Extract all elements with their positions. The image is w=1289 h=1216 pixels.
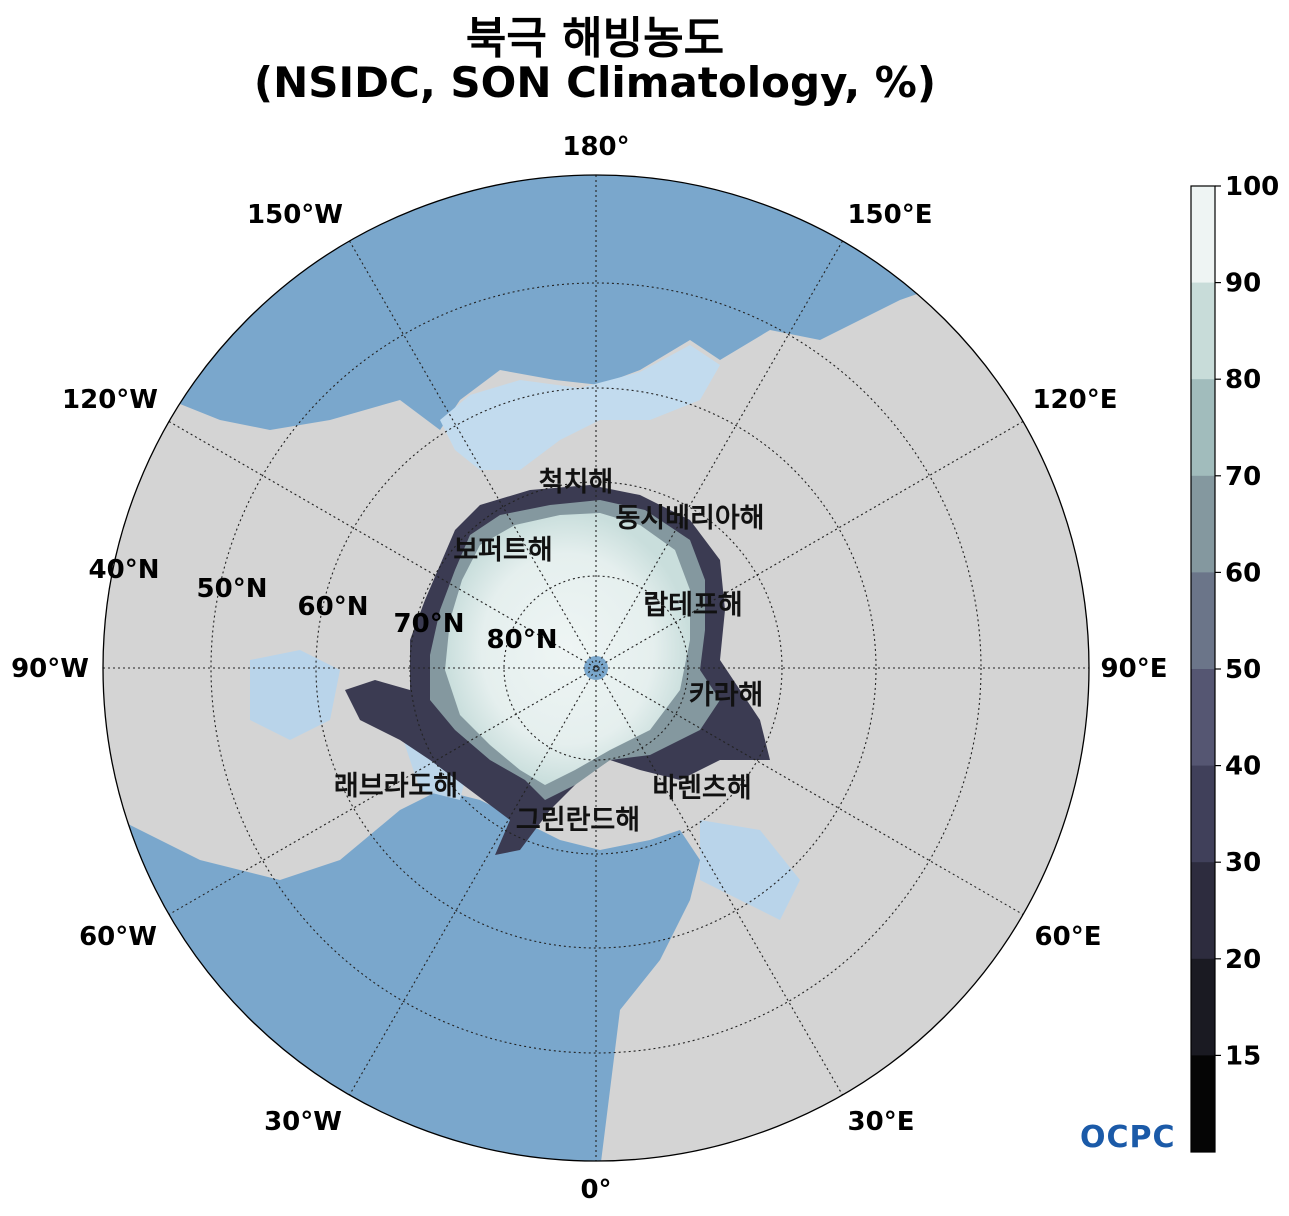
colorbar-tick-label: 30 (1225, 848, 1261, 878)
lon-label-180: 180° (562, 132, 629, 162)
colorbar-tick-label: 20 (1225, 945, 1261, 975)
colorbar-tick-label: 50 (1225, 655, 1261, 685)
sea-label-laptev: 랍테프해 (643, 590, 742, 621)
colorbar-tick-label: 70 (1225, 462, 1261, 492)
colorbar: 100 90 80 70 60 50 40 30 20 15 (1190, 172, 1279, 1153)
sea-label-chukchi: 척치해 (539, 467, 614, 498)
atlantic-shelf (700, 820, 800, 920)
map-subtitle: (NSIDC, SON Climatology, %) (253, 58, 937, 107)
lat-label-80n: 80°N (487, 625, 558, 655)
sea-label-east-siberian: 동시베리아해 (615, 503, 764, 534)
latitude-labels: 40°N 50°N 60°N 70°N 80°N (89, 555, 558, 655)
lon-label-30w: 30°W (264, 1107, 342, 1137)
sea-label-beaufort: 보퍼트해 (453, 535, 552, 566)
colorbar-tick-label: 80 (1225, 365, 1261, 395)
colorbar-segment (1191, 282, 1215, 380)
colorbar-tick-label: 90 (1225, 269, 1261, 299)
colorbar-segment (1191, 669, 1215, 767)
lon-label-90e: 90°E (1101, 654, 1168, 684)
colorbar-tick-label: 40 (1225, 752, 1261, 782)
lon-label-0: 0° (580, 1175, 611, 1205)
lat-label-40n: 40°N (89, 555, 160, 585)
lon-label-90w: 90°W (11, 654, 89, 684)
colorbar-segment (1191, 186, 1215, 284)
sea-label-greenland: 그린란드해 (516, 805, 640, 836)
graticule (103, 175, 1089, 1161)
ocpc-logo: OCPC (1080, 1120, 1176, 1155)
hudson-bay (250, 650, 340, 740)
colorbar-tick-label: 100 (1225, 172, 1279, 202)
sea-ice-core (445, 513, 690, 785)
colorbar-tick-label: 60 (1225, 558, 1261, 588)
colorbar-segment (1191, 379, 1215, 477)
sea-label-kara: 카라해 (689, 680, 764, 711)
lat-label-70n: 70°N (394, 609, 465, 639)
colorbar-segment (1191, 572, 1215, 670)
colorbar-segment (1191, 475, 1215, 573)
lon-label-60w: 60°W (79, 922, 157, 952)
lon-label-150w: 150°W (247, 200, 343, 230)
colorbar-segment (1191, 765, 1215, 863)
lon-label-60e: 60°E (1035, 922, 1102, 952)
colorbar-segment (1191, 1055, 1215, 1153)
lon-label-120e: 120°E (1032, 385, 1117, 415)
lon-label-30e: 30°E (848, 1107, 915, 1137)
colorbar-segment (1191, 958, 1215, 1056)
bering-shelf (440, 345, 720, 470)
sea-labels: 척치해 동시베리아해 보퍼트해 랍테프해 카라해 바렌츠해 그린란드해 래브라도… (334, 467, 765, 836)
map-boundary (102, 174, 1090, 1162)
lon-label-120w: 120°W (62, 385, 158, 415)
sea-label-barents: 바렌츠해 (652, 773, 751, 804)
lon-label-150e: 150°E (847, 200, 932, 230)
longitude-labels: 180° 150°E 120°E 90°E 60°E 30°E 0° 30°W … (11, 132, 1167, 1205)
lat-label-60n: 60°N (298, 592, 369, 622)
colorbar-tick-label: 15 (1225, 1041, 1261, 1071)
sea-label-labrador: 래브라도해 (334, 771, 458, 802)
colorbar-segment (1191, 862, 1215, 960)
north-pole-hole (584, 656, 608, 680)
map-title: 북극 해빙농도 (465, 13, 725, 64)
lat-label-50n: 50°N (197, 574, 268, 604)
